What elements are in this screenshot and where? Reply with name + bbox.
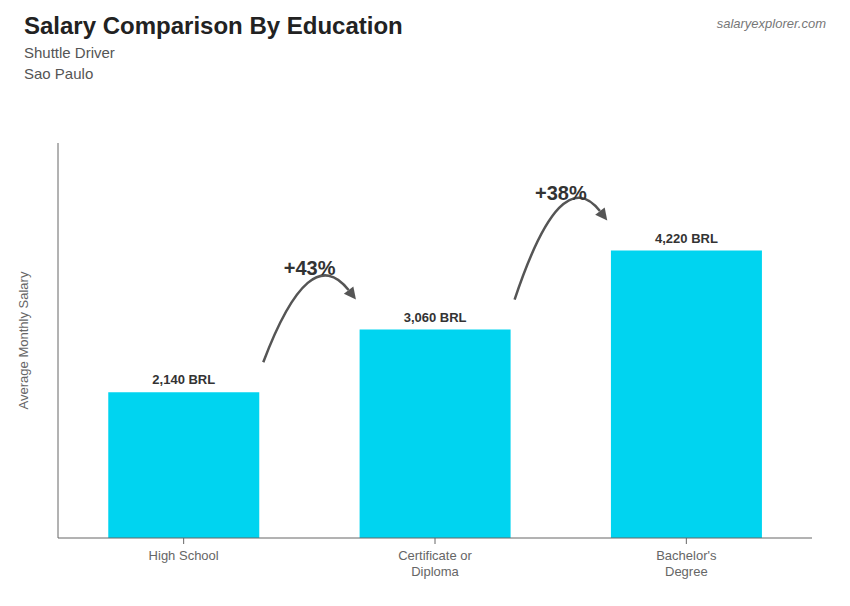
html-text:Shuttle Driver: Shuttle Driver [24,44,115,61]
svg-text:3,060 BRL: 3,060 BRL [404,310,467,325]
svg-text:4,220 BRL: 4,220 BRL [655,231,718,246]
svg-text:Average Monthly Salary: Average Monthly Salary [16,271,31,409]
html-text:Salary Comparison By Education: Salary Comparison By Education [24,12,403,39]
html-text:salaryexplorer.com: salaryexplorer.com [716,16,826,31]
svg-text:High School: High School [149,548,219,563]
svg-text:+38%: +38% [535,182,587,204]
svg-text:2,140 BRL: 2,140 BRL [152,372,215,387]
svg-text:+43%: +43% [284,257,336,279]
svg-text:Certificate orDiploma: Certificate orDiploma [398,548,472,579]
html-text:Sao Paulo: Sao Paulo [24,65,94,82]
svg-text:Bachelor'sDegree: Bachelor'sDegree [656,548,717,579]
